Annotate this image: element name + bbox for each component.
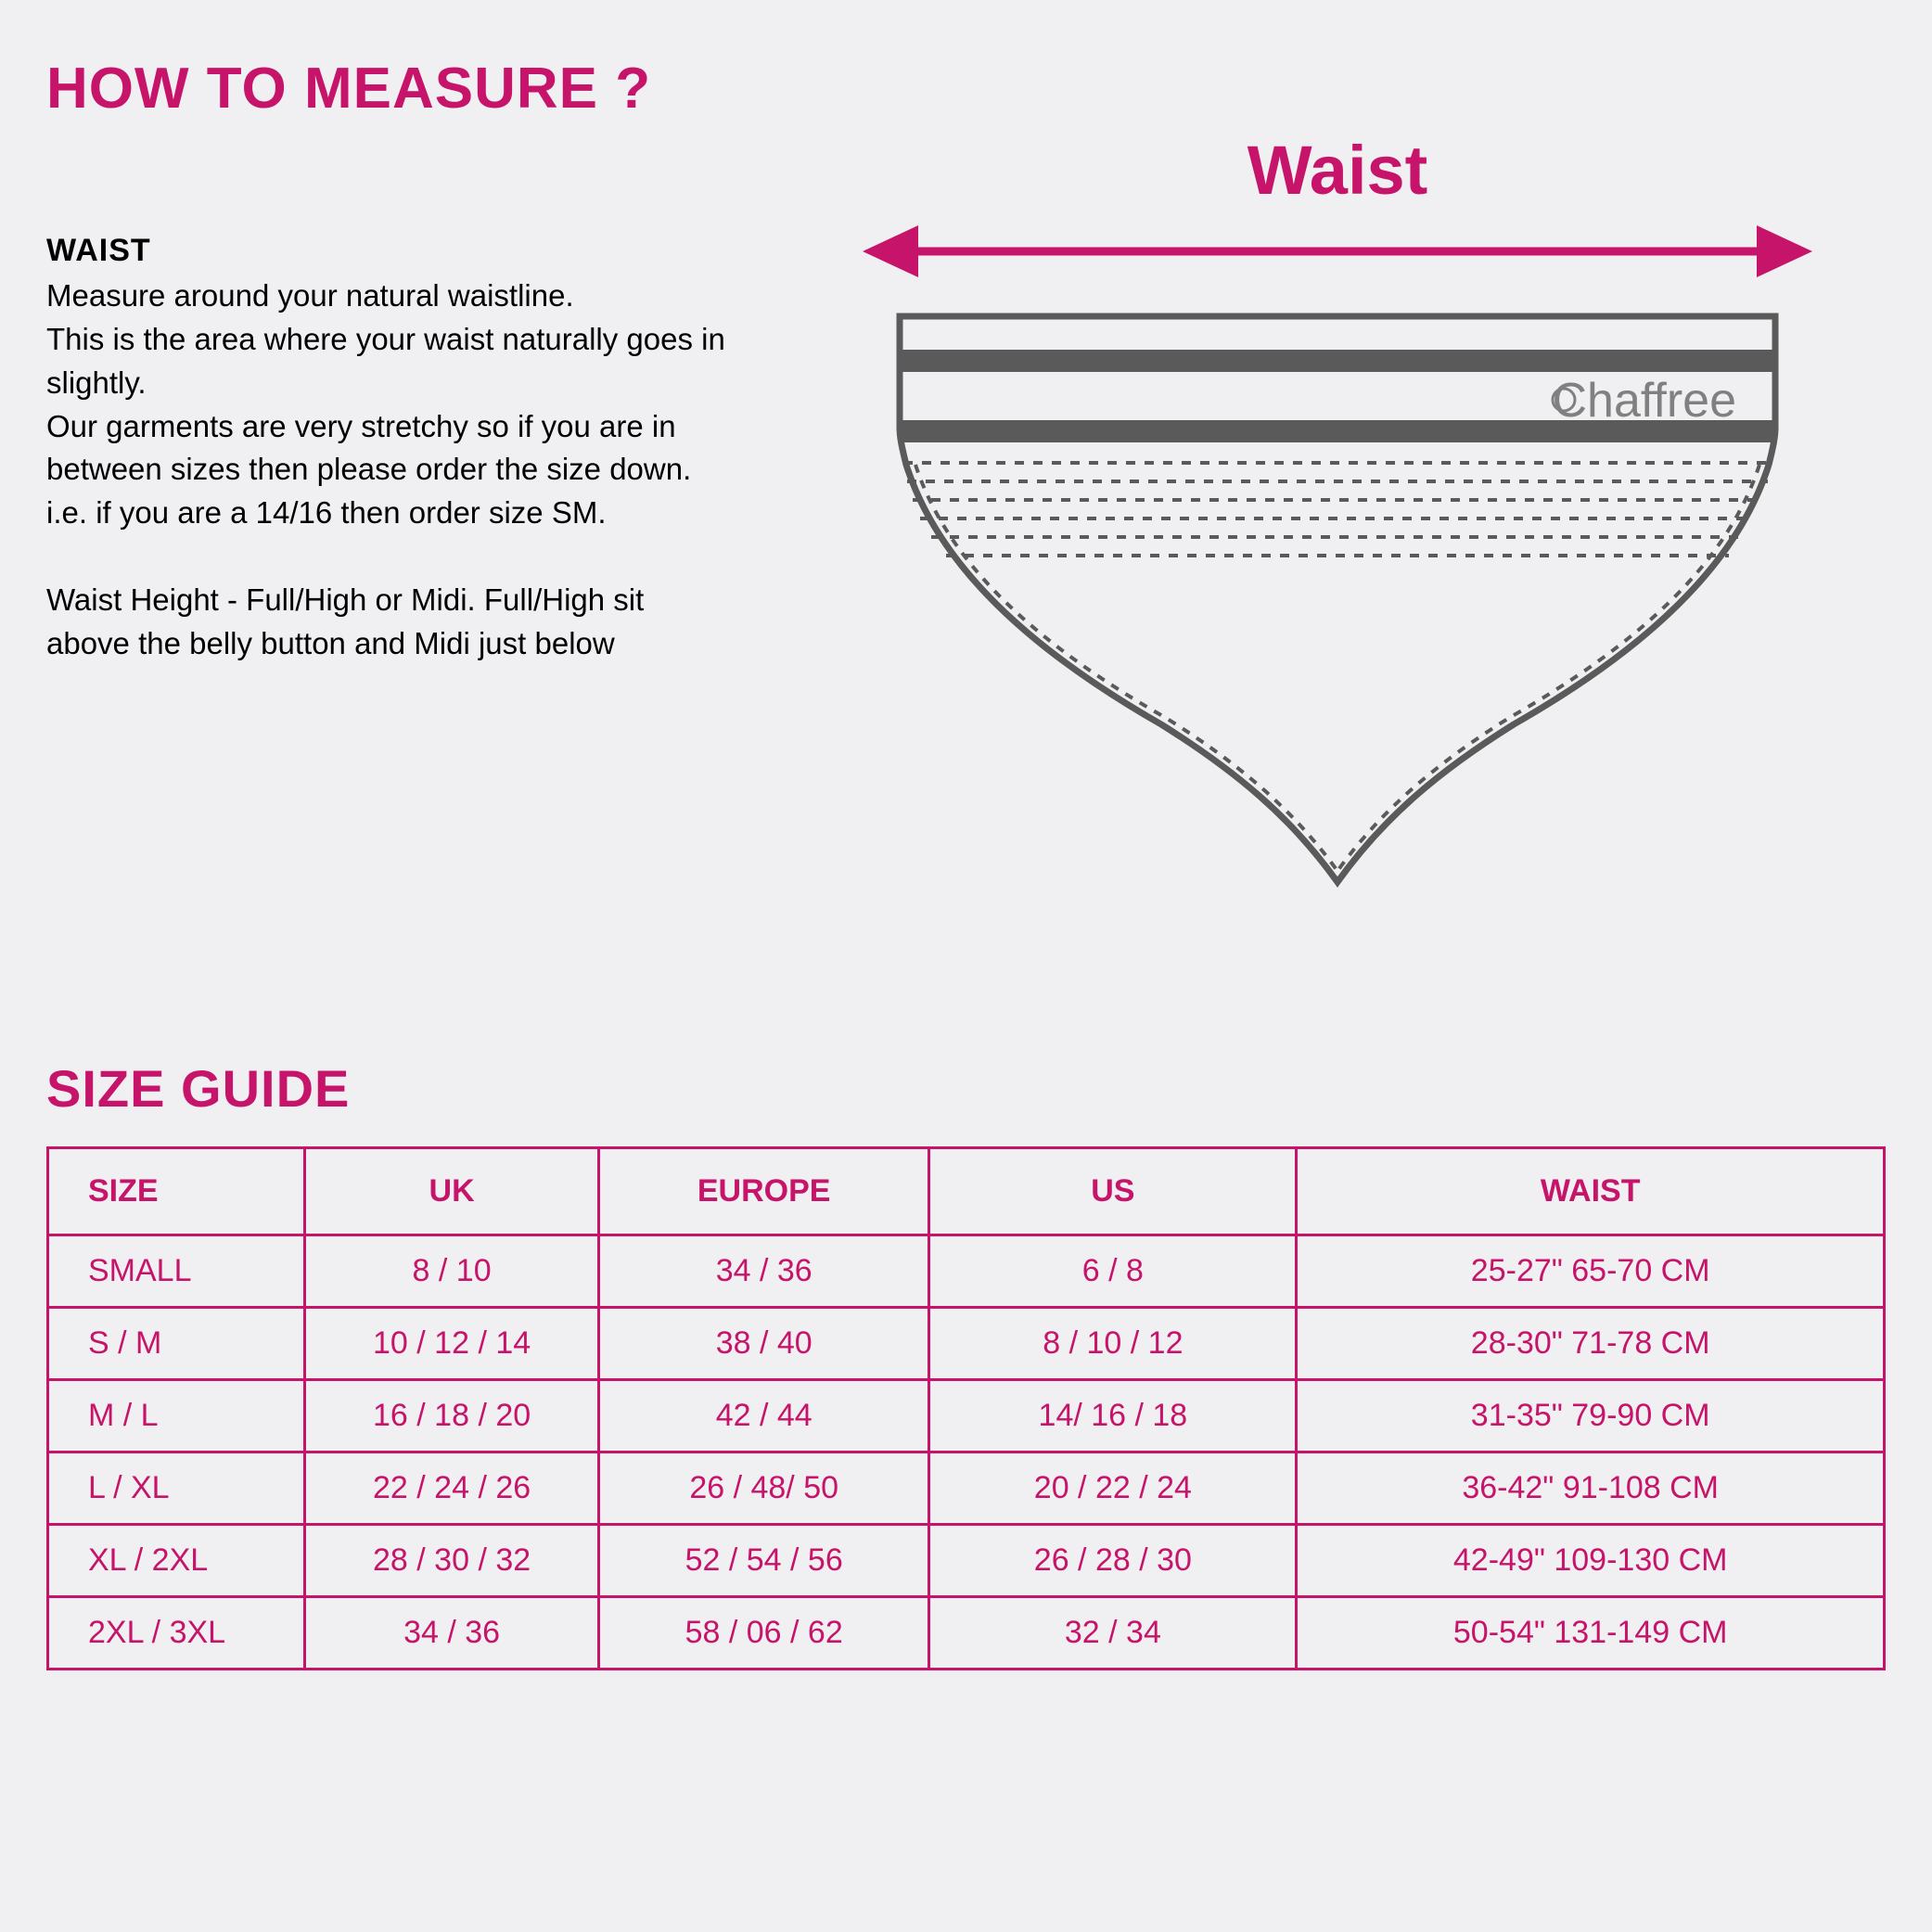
cell-size: XL / 2XL bbox=[48, 1525, 305, 1597]
cell-europe: 42 / 44 bbox=[598, 1380, 928, 1452]
cell-uk: 34 / 36 bbox=[305, 1597, 599, 1670]
instructions-text-column: WAIST Measure around your natural waistl… bbox=[46, 233, 733, 891]
cell-us: 26 / 28 / 30 bbox=[929, 1525, 1297, 1597]
diagram-column: Waist bbox=[788, 131, 1886, 891]
table-row: M / L 16 / 18 / 20 42 / 44 14/ 16 / 18 3… bbox=[48, 1380, 1885, 1452]
col-header-us: US bbox=[929, 1148, 1297, 1235]
cell-waist: 36-42" 91-108 CM bbox=[1297, 1452, 1885, 1525]
table-row: 2XL / 3XL 34 / 36 58 / 06 / 62 32 / 34 5… bbox=[48, 1597, 1885, 1670]
table-row: S / M 10 / 12 / 14 38 / 40 8 / 10 / 12 2… bbox=[48, 1308, 1885, 1380]
cell-size: S / M bbox=[48, 1308, 305, 1380]
cell-europe: 34 / 36 bbox=[598, 1235, 928, 1308]
cell-waist: 25-27" 65-70 CM bbox=[1297, 1235, 1885, 1308]
col-header-uk: UK bbox=[305, 1148, 599, 1235]
waist-diagram: Waist bbox=[846, 131, 1829, 891]
cell-size: 2XL / 3XL bbox=[48, 1597, 305, 1670]
waist-heading: WAIST bbox=[46, 233, 733, 269]
waist-arrow-icon bbox=[863, 225, 1812, 277]
cell-europe: 52 / 54 / 56 bbox=[598, 1525, 928, 1597]
cell-europe: 26 / 48/ 50 bbox=[598, 1452, 928, 1525]
size-guide-body: SMALL 8 / 10 34 / 36 6 / 8 25-27" 65-70 … bbox=[48, 1235, 1885, 1670]
size-guide-title: SIZE GUIDE bbox=[46, 1058, 1886, 1119]
brand-logo-text: Chaffree bbox=[1552, 374, 1736, 428]
cell-size: L / XL bbox=[48, 1452, 305, 1525]
table-row: L / XL 22 / 24 / 26 26 / 48/ 50 20 / 22 … bbox=[48, 1452, 1885, 1525]
cell-us: 20 / 22 / 24 bbox=[929, 1452, 1297, 1525]
cell-us: 6 / 8 bbox=[929, 1235, 1297, 1308]
size-guide-table: SIZE UK EUROPE US WAIST SMALL 8 / 10 34 … bbox=[46, 1146, 1886, 1670]
cell-size: M / L bbox=[48, 1380, 305, 1452]
cell-waist: 42-49" 109-130 CM bbox=[1297, 1525, 1885, 1597]
table-header-row: SIZE UK EUROPE US WAIST bbox=[48, 1148, 1885, 1235]
cell-us: 14/ 16 / 18 bbox=[929, 1380, 1297, 1452]
cell-europe: 58 / 06 / 62 bbox=[598, 1597, 928, 1670]
waist-arrow-label: Waist bbox=[1247, 132, 1427, 209]
instructions-section: WAIST Measure around your natural waistl… bbox=[46, 233, 1886, 891]
table-row: SMALL 8 / 10 34 / 36 6 / 8 25-27" 65-70 … bbox=[48, 1235, 1885, 1308]
col-header-europe: EUROPE bbox=[598, 1148, 928, 1235]
cell-us: 32 / 34 bbox=[929, 1597, 1297, 1670]
cell-uk: 8 / 10 bbox=[305, 1235, 599, 1308]
cell-us: 8 / 10 / 12 bbox=[929, 1308, 1297, 1380]
cell-waist: 28-30" 71-78 CM bbox=[1297, 1308, 1885, 1380]
cell-waist: 50-54" 131-149 CM bbox=[1297, 1597, 1885, 1670]
cell-uk: 16 / 18 / 20 bbox=[305, 1380, 599, 1452]
cell-waist: 31-35" 79-90 CM bbox=[1297, 1380, 1885, 1452]
cell-europe: 38 / 40 bbox=[598, 1308, 928, 1380]
cell-uk: 28 / 30 / 32 bbox=[305, 1525, 599, 1597]
waist-body-text: Measure around your natural waistline. T… bbox=[46, 275, 733, 666]
col-header-waist: WAIST bbox=[1297, 1148, 1885, 1235]
page-title: HOW TO MEASURE ? bbox=[46, 56, 1886, 122]
cell-uk: 10 / 12 / 14 bbox=[305, 1308, 599, 1380]
cell-uk: 22 / 24 / 26 bbox=[305, 1452, 599, 1525]
cell-size: SMALL bbox=[48, 1235, 305, 1308]
col-header-size: SIZE bbox=[48, 1148, 305, 1235]
table-row: XL / 2XL 28 / 30 / 32 52 / 54 / 56 26 / … bbox=[48, 1525, 1885, 1597]
